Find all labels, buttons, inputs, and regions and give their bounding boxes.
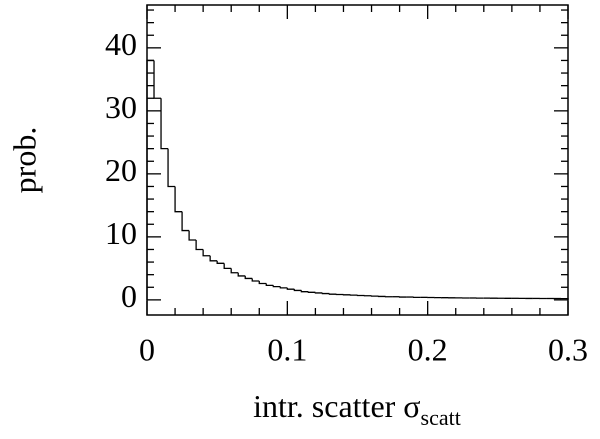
histogram-bin (223, 263, 232, 270)
histogram-bin (293, 289, 302, 292)
histogram-bin (265, 283, 274, 287)
histogram-bin (328, 293, 337, 295)
x-axis-label: intr. scatter σscatt (253, 388, 461, 430)
histogram-bin (251, 278, 260, 282)
histogram-bin (209, 255, 218, 262)
histogram-bin (216, 260, 225, 264)
histogram-bin (314, 292, 323, 294)
histogram-bin (202, 249, 211, 257)
histogram-bin (300, 290, 309, 293)
histogram-bin (272, 285, 281, 288)
histogram-bin (153, 60, 162, 99)
histogram-bin (160, 98, 169, 150)
x-tick-label: 0.2 (408, 331, 448, 367)
x-axis-label-sub: scatt (421, 405, 461, 430)
y-axis-label: prob. (6, 127, 42, 194)
histogram-bin (560, 297, 569, 300)
histogram-bin (237, 272, 246, 277)
histogram-bin (188, 230, 197, 241)
histogram-bin (174, 186, 183, 213)
histogram-bin (230, 268, 239, 274)
histogram-bin (244, 275, 253, 280)
histogram-bin (167, 148, 176, 188)
histogram-bin (195, 240, 204, 251)
y-tick-label: 10 (105, 215, 137, 251)
histogram-bin (321, 292, 330, 295)
y-tick-label: 20 (105, 152, 137, 188)
histogram-bin (181, 211, 190, 232)
histogram-bin (286, 287, 295, 290)
histogram-bin (307, 291, 316, 293)
plot-frame (146, 4, 569, 316)
x-axis-label-main: intr. scatter σ (253, 388, 420, 424)
y-tick-label: 30 (105, 89, 137, 125)
histogram-bin (279, 286, 288, 289)
y-tick-label: 0 (121, 278, 137, 314)
x-tick-label: 0.3 (548, 331, 588, 367)
x-tick-label: 0 (139, 331, 155, 367)
y-tick-label: 40 (105, 26, 137, 62)
histogram-bin (146, 59, 155, 300)
histogram-bin (258, 280, 267, 285)
x-tick-label: 0.1 (267, 331, 307, 367)
